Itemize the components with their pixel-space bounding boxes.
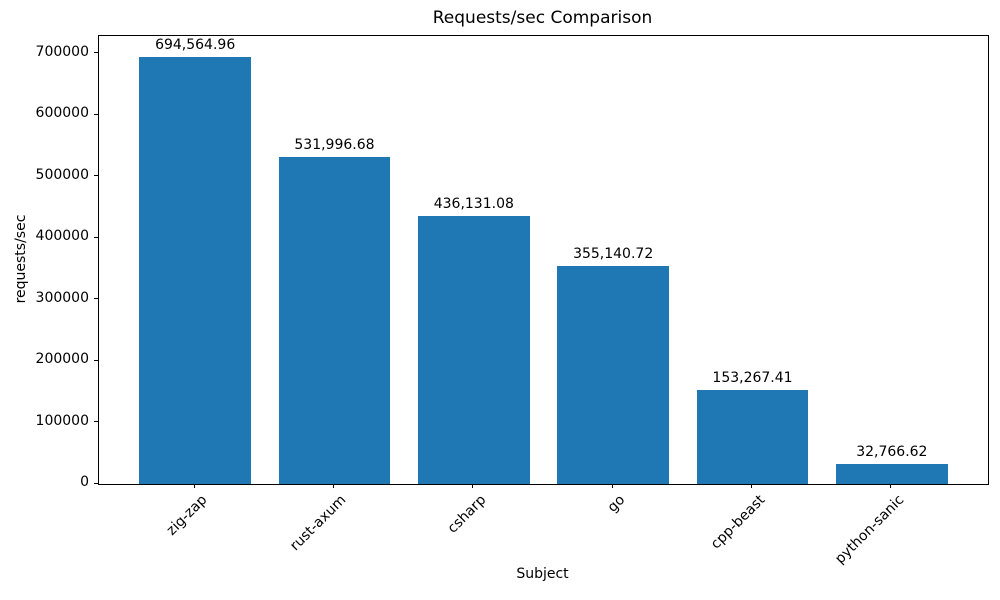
y-tick-label: 200000	[35, 351, 89, 368]
bar-value-label: 32,766.62	[856, 443, 928, 460]
x-tick-mark	[332, 484, 334, 488]
x-tick-mark	[193, 484, 195, 488]
y-tick-label: 400000	[35, 228, 89, 245]
bar-cpp-beast	[696, 389, 809, 484]
x-tick-mark	[472, 484, 474, 488]
y-tick-mark	[94, 298, 98, 300]
bar-value-label: 694,564.96	[155, 37, 236, 54]
y-tick-mark	[94, 113, 98, 115]
x-tick-label: csharp	[444, 492, 490, 537]
x-tick-label: rust-axum	[287, 492, 350, 555]
x-tick-label: cpp-beast	[707, 492, 768, 553]
y-tick-mark	[94, 359, 98, 361]
y-tick-label: 0	[80, 474, 89, 490]
y-tick-mark	[94, 175, 98, 177]
y-tick-mark	[94, 52, 98, 54]
y-tick-label: 500000	[35, 166, 89, 183]
x-tick-label: zig-zap	[163, 492, 211, 539]
bar-csharp	[418, 216, 530, 484]
plot-area: 694,564.96 531,996.68 436,131.08 355,140.72…	[98, 35, 989, 485]
bar-value-label: 355,140.72	[573, 245, 654, 262]
y-tick-mark	[94, 482, 98, 484]
bar-rust-axum	[278, 157, 391, 484]
x-tick-label: go	[604, 492, 629, 516]
chart-title: Requests/sec Comparison	[432, 8, 653, 28]
y-tick-label: 600000	[35, 105, 89, 122]
bar-value-label: 531,996.68	[294, 137, 375, 154]
x-axis-label: Subject	[516, 566, 569, 582]
bar-value-label: 436,131.08	[433, 196, 514, 213]
y-tick-label: 700000	[35, 43, 89, 60]
y-tick-mark	[94, 236, 98, 238]
bar-python-sanic	[836, 463, 948, 484]
y-tick-mark	[94, 421, 98, 423]
y-tick-label: 300000	[35, 289, 89, 306]
x-tick-label: python-sanic	[831, 492, 908, 568]
x-tick-mark	[611, 484, 613, 488]
y-tick-label: 100000	[35, 412, 89, 429]
bar-value-label: 153,267.41	[712, 369, 793, 386]
bar-go	[557, 265, 669, 484]
x-tick-mark	[751, 484, 752, 488]
bar-zig-zap	[139, 57, 251, 484]
x-tick-mark	[890, 484, 892, 488]
